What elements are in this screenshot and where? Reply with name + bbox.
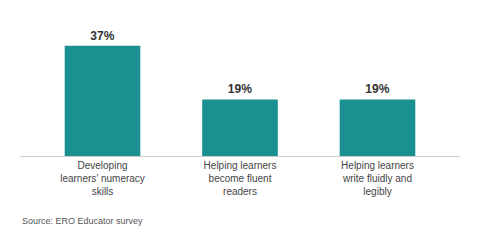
- svg-text:Developinglearners’ numeracysk: Developinglearners’ numeracyskills: [60, 160, 145, 197]
- svg-text:Source: ERO Educator survey: Source: ERO Educator survey: [22, 216, 143, 226]
- svg-text:19%: 19%: [365, 82, 389, 96]
- svg-text:Helping learnerswrite fluidly: Helping learnerswrite fluidly andlegibly: [341, 160, 414, 197]
- svg-text:19%: 19%: [228, 82, 252, 96]
- svg-text:Helping learnersbecome fluentr: Helping learnersbecome fluentreaders: [204, 160, 277, 197]
- svg-text:37%: 37%: [90, 29, 114, 43]
